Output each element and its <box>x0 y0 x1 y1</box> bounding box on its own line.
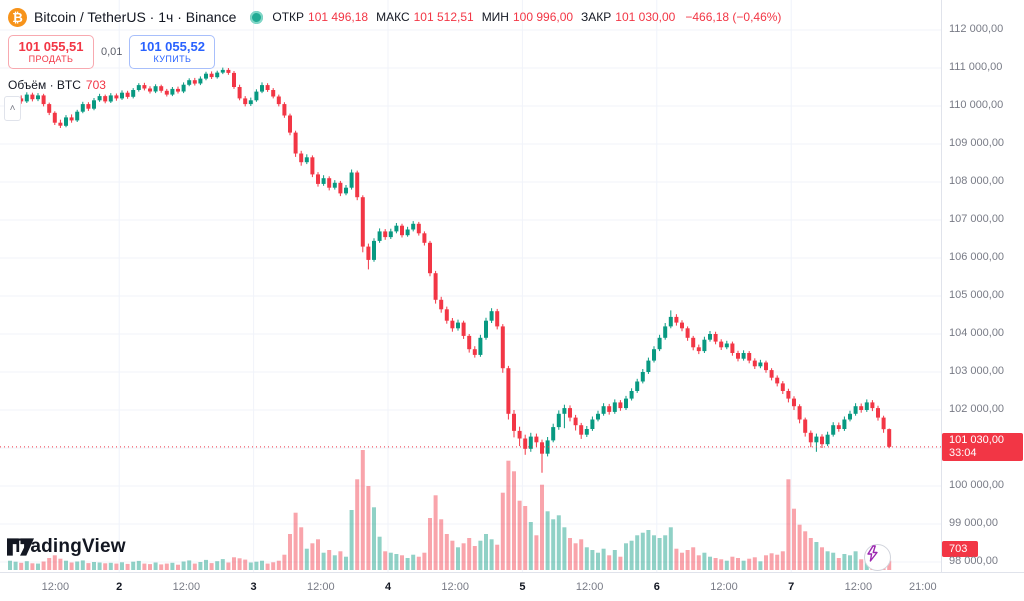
buy-price: 101 055,52 <box>139 39 205 54</box>
bar-countdown: 33:04 <box>949 446 977 459</box>
price-axis-label: 104 000,00 <box>949 327 1005 339</box>
chevron-up-icon: ˄ <box>9 103 16 114</box>
time-axis-tick: 21:00 <box>909 581 937 593</box>
price-axis-label: 106 000,00 <box>949 251 1005 263</box>
time-axis-tick: 12:00 <box>307 581 335 593</box>
low-value: 100 996,00 <box>512 10 574 24</box>
price-axis-label: 109 000,00 <box>949 137 1005 149</box>
price-axis-label: 102 000,00 <box>949 403 1005 415</box>
volume-indicator-legend[interactable]: Объём · BTC 703 <box>8 78 781 92</box>
price-axis-label: 98 000,00 <box>949 555 998 567</box>
price-axis[interactable]: 101 030,00 33:04 703 112 000,00 111 000,0… <box>941 0 1024 572</box>
tradingview-logo[interactable]: TradingView <box>7 536 126 558</box>
buy-button[interactable]: 101 055,52 КУПИТЬ <box>129 35 216 69</box>
close-value: 101 030,00 <box>615 10 676 24</box>
chart-plot-area[interactable]: ₿ Bitcoin / TetherUS · 1ч · Binance ОТКР… <box>0 0 941 572</box>
price-axis-label: 103 000,00 <box>949 365 1005 377</box>
price-axis-label: 108 000,00 <box>949 175 1005 187</box>
sell-button[interactable]: 101 055,51 ПРОДАТЬ <box>8 35 94 69</box>
high-label: МАКС <box>376 10 410 24</box>
price-axis-label: 111 000,00 <box>949 61 1003 73</box>
price-change: −466,18 (−0,46%) <box>685 10 782 24</box>
time-axis[interactable]: 12:00 2 12:00 3 12:00 4 12:00 5 12:00 6 12:00 7 12:0… <box>0 572 1024 601</box>
close-label: ЗАКР <box>581 10 612 24</box>
time-axis-tick: 12:00 <box>441 581 469 593</box>
symbol-legend: ₿ Bitcoin / TetherUS · 1ч · Binance ОТКР… <box>8 6 781 92</box>
open-label: ОТКР <box>272 10 305 24</box>
symbol-title[interactable]: Bitcoin / TetherUS · 1ч · Binance <box>34 9 237 25</box>
ohlc-values: ОТКР 101 496,18 МАКС 101 512,51 МИН 100 … <box>272 10 683 24</box>
bitcoin-icon: ₿ <box>8 7 27 27</box>
legend-row: ₿ Bitcoin / TetherUS · 1ч · Binance ОТКР… <box>8 6 781 28</box>
time-axis-day-tick: 5 <box>519 581 526 593</box>
lightning-icon <box>867 545 878 562</box>
low-label: МИН <box>481 10 509 24</box>
volume-value: 703 <box>85 78 106 92</box>
quick-trade-button[interactable] <box>864 544 891 571</box>
time-axis-tick: 12:00 <box>710 581 738 593</box>
time-axis-day-tick: 6 <box>653 581 660 593</box>
open-value: 101 496,18 <box>308 10 369 24</box>
trade-widget: 101 055,51 ПРОДАТЬ 0,01 101 055,52 КУПИТ… <box>8 35 781 69</box>
high-value: 101 512,51 <box>413 10 474 24</box>
price-axis-label: 100 000,00 <box>949 479 1005 491</box>
sell-price: 101 055,51 <box>18 39 84 54</box>
buy-label: КУПИТЬ <box>153 54 192 64</box>
panel-collapse-button[interactable]: ˄ <box>4 96 21 121</box>
time-axis-tick: 12:00 <box>172 581 201 593</box>
time-axis-tick: 12:00 <box>41 581 70 593</box>
market-status-icon[interactable] <box>250 10 264 24</box>
price-axis-label: 105 000,00 <box>949 289 1005 301</box>
price-axis-label: 112 000,00 <box>949 23 1004 35</box>
candlestick-chart[interactable] <box>0 0 941 572</box>
last-price-label: 101 030,00 33:04 <box>942 432 1023 461</box>
last-price-value: 101 030,00 <box>949 433 1005 446</box>
time-axis-tick: 12:00 <box>575 581 604 593</box>
time-axis-tick: 12:00 <box>844 581 873 593</box>
volume-label: Объём · BTC <box>8 78 81 92</box>
time-axis-day-tick: 4 <box>384 581 392 593</box>
spread-value: 0,01 <box>101 46 123 58</box>
price-axis-label: 99 000,00 <box>949 517 998 529</box>
volume-axis-label: 703 <box>942 541 978 557</box>
tradingview-logo-icon <box>7 538 34 556</box>
price-axis-label: 110 000,00 <box>949 99 1004 111</box>
tradingview-logo-text: TradingView <box>12 536 126 557</box>
time-axis-day-tick: 7 <box>788 581 795 593</box>
time-axis-day-tick: 3 <box>250 581 257 593</box>
price-axis-label: 107 000,00 <box>949 213 1005 225</box>
time-axis-day-tick: 2 <box>116 581 123 593</box>
sell-label: ПРОДАТЬ <box>28 54 74 64</box>
